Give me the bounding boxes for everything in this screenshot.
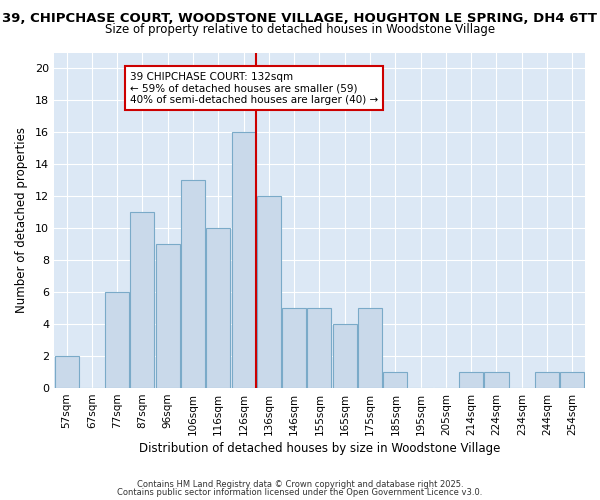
Bar bbox=[383, 372, 407, 388]
Bar bbox=[484, 372, 509, 388]
Bar bbox=[257, 196, 281, 388]
Bar bbox=[560, 372, 584, 388]
Bar bbox=[282, 308, 306, 388]
Bar bbox=[181, 180, 205, 388]
Bar bbox=[130, 212, 154, 388]
Y-axis label: Number of detached properties: Number of detached properties bbox=[15, 128, 28, 314]
Bar bbox=[333, 324, 357, 388]
Bar bbox=[358, 308, 382, 388]
X-axis label: Distribution of detached houses by size in Woodstone Village: Distribution of detached houses by size … bbox=[139, 442, 500, 455]
Bar bbox=[55, 356, 79, 388]
Bar bbox=[105, 292, 129, 388]
Text: Contains public sector information licensed under the Open Government Licence v3: Contains public sector information licen… bbox=[118, 488, 482, 497]
Text: 39, CHIPCHASE COURT, WOODSTONE VILLAGE, HOUGHTON LE SPRING, DH4 6TT: 39, CHIPCHASE COURT, WOODSTONE VILLAGE, … bbox=[2, 12, 598, 26]
Bar bbox=[206, 228, 230, 388]
Bar bbox=[156, 244, 180, 388]
Bar bbox=[459, 372, 483, 388]
Text: Contains HM Land Registry data © Crown copyright and database right 2025.: Contains HM Land Registry data © Crown c… bbox=[137, 480, 463, 489]
Bar bbox=[307, 308, 331, 388]
Text: Size of property relative to detached houses in Woodstone Village: Size of property relative to detached ho… bbox=[105, 22, 495, 36]
Text: 39 CHIPCHASE COURT: 132sqm
← 59% of detached houses are smaller (59)
40% of semi: 39 CHIPCHASE COURT: 132sqm ← 59% of deta… bbox=[130, 72, 378, 105]
Bar bbox=[232, 132, 256, 388]
Bar bbox=[535, 372, 559, 388]
